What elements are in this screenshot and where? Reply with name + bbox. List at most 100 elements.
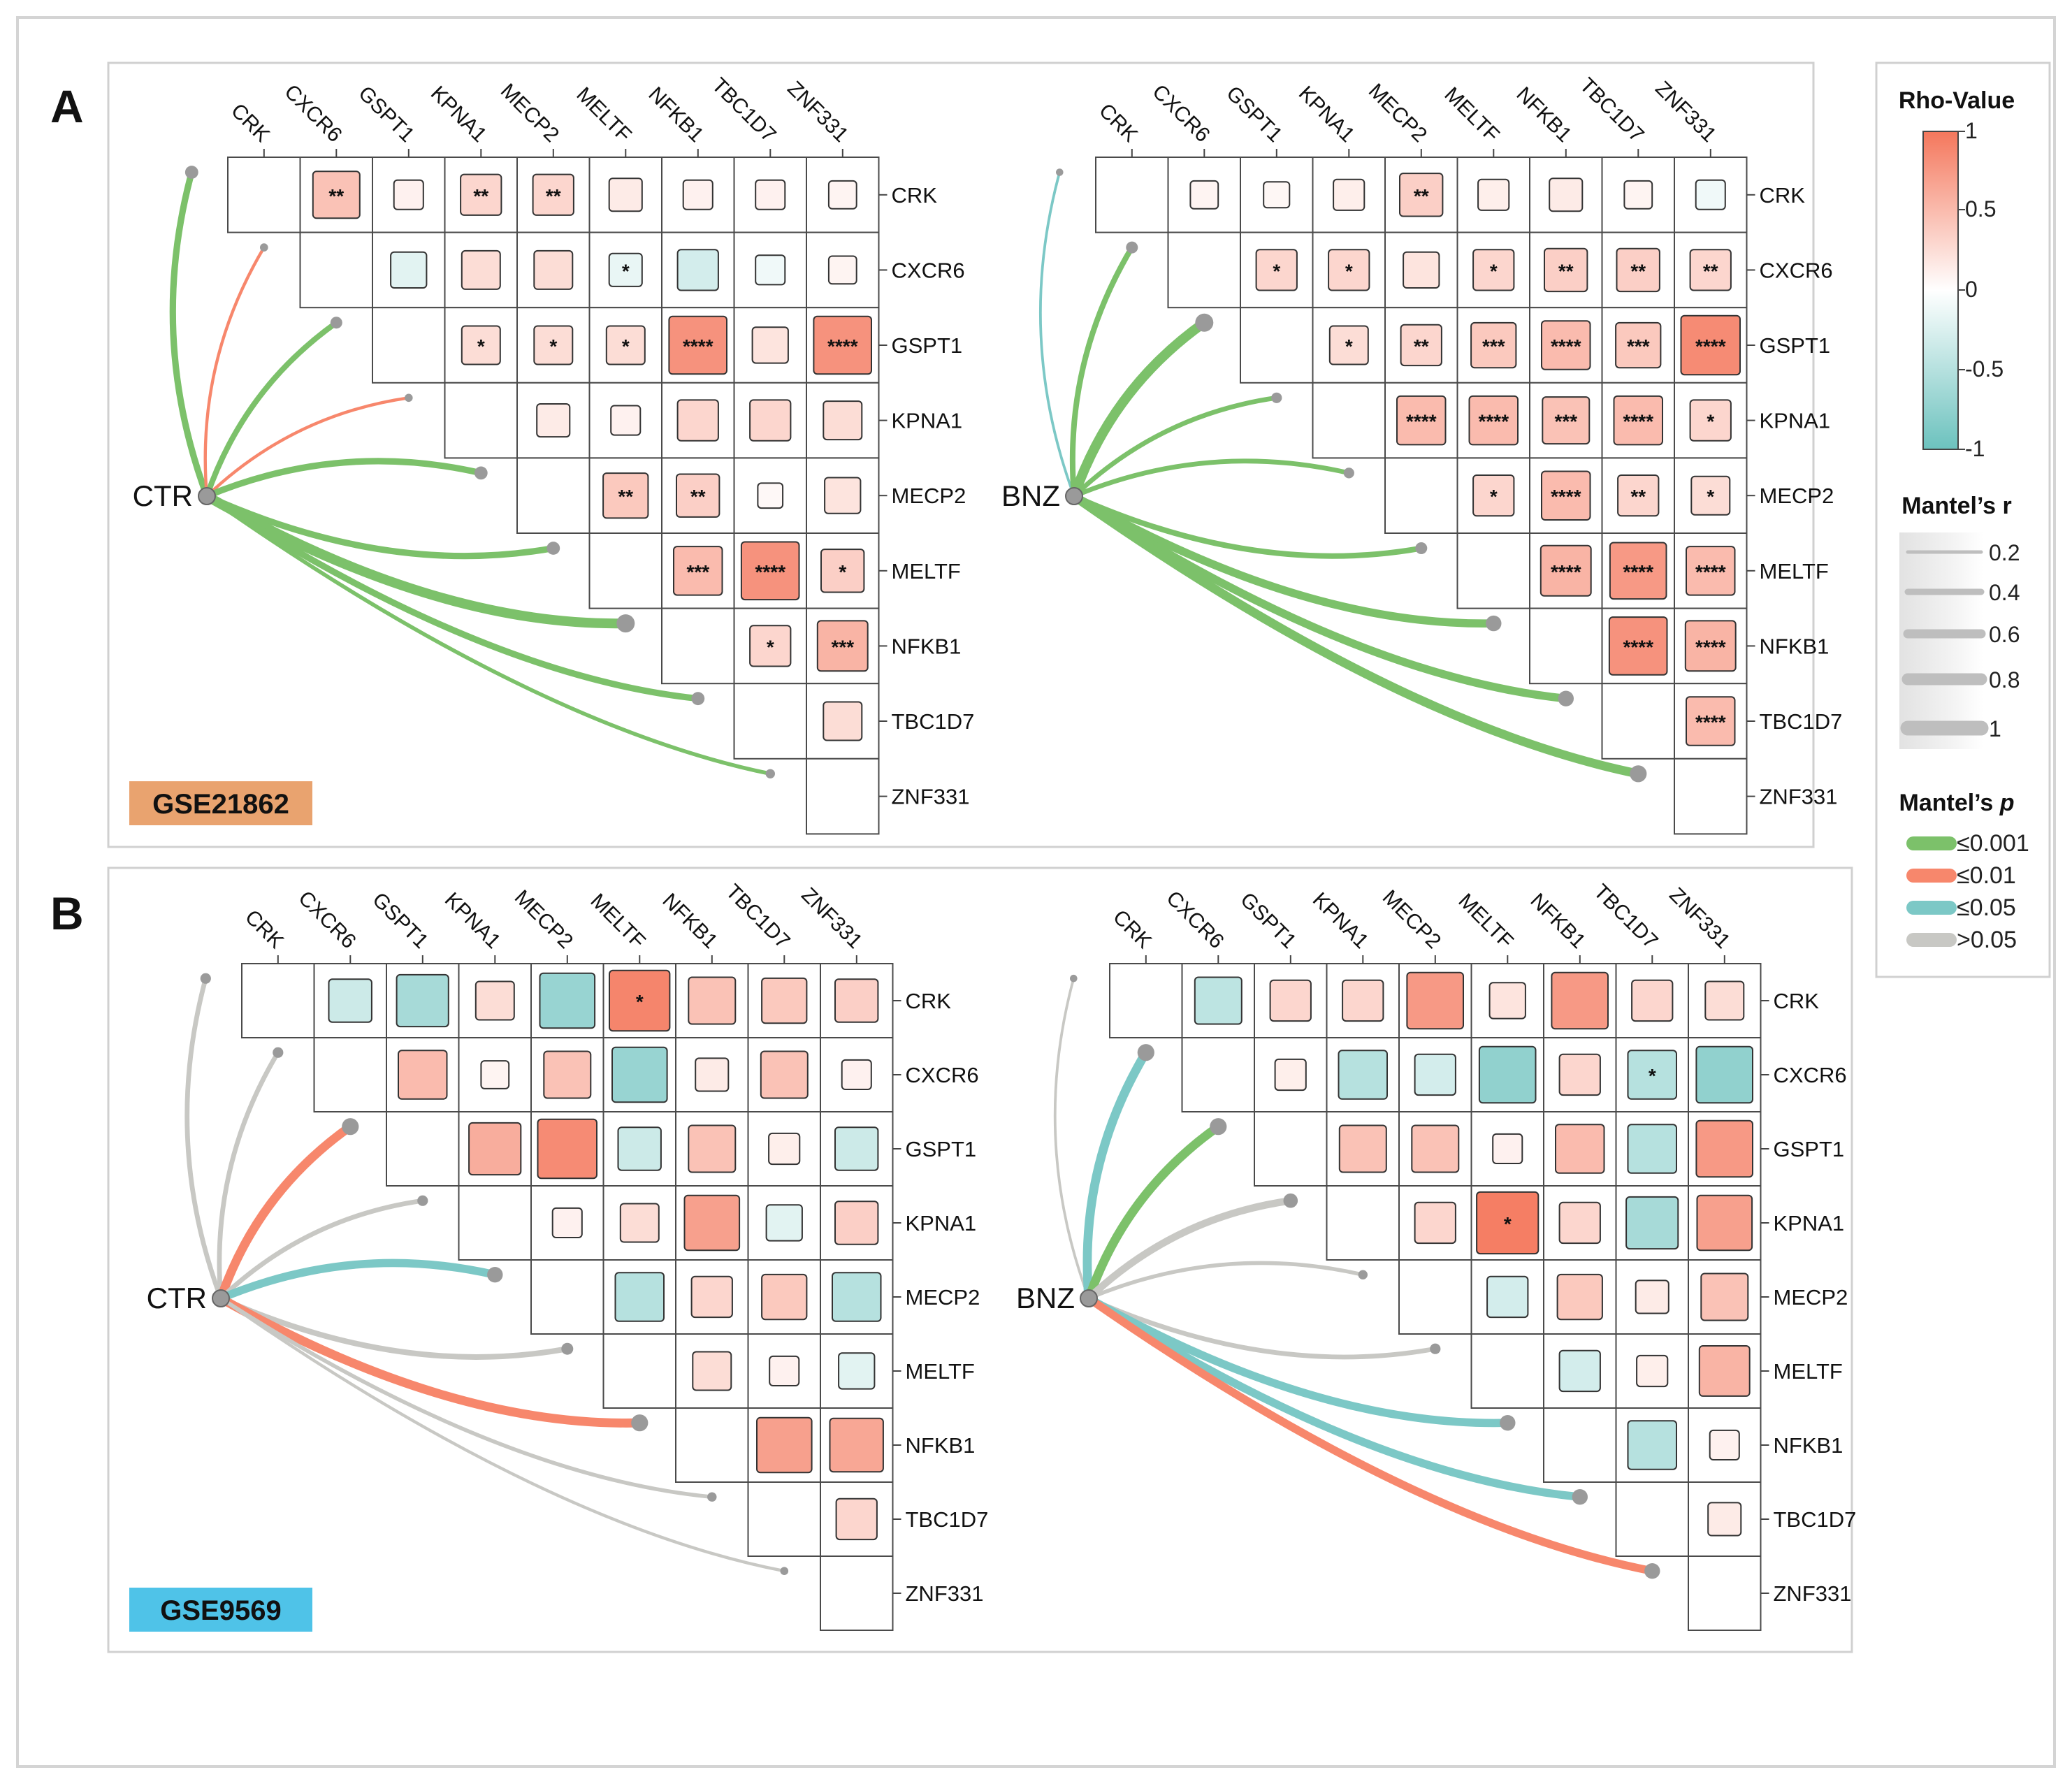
correlation-square — [1709, 1429, 1740, 1461]
row-label-znf331: ZNF331 — [1774, 1581, 1852, 1606]
panel-letter-b: B — [50, 887, 84, 939]
mantel-link-endpoint — [330, 317, 342, 329]
correlation-square — [1707, 1502, 1742, 1537]
mantel-link-endpoint — [405, 393, 413, 403]
significance-stars: **** — [1695, 335, 1726, 357]
correlation-square — [1400, 324, 1442, 367]
significance-stars: * — [1345, 260, 1353, 282]
matrix-cell — [1543, 1407, 1617, 1483]
row-label-znf331: ZNF331 — [906, 1581, 984, 1606]
significance-stars: **** — [827, 335, 858, 357]
mantel-link-crk — [1039, 171, 1075, 498]
matrix-cell — [1456, 532, 1530, 609]
significance-stars: * — [1345, 335, 1353, 357]
row-label-gspt1: GSPT1 — [892, 333, 963, 358]
correlation-square — [760, 1050, 809, 1099]
significance-stars: ** — [1414, 335, 1429, 357]
mantel-link-cxcr6 — [1082, 1047, 1151, 1303]
mantel-link-kpna1 — [1071, 395, 1280, 499]
mantel-r-label: 1 — [1989, 716, 2001, 741]
correlation-square — [1609, 542, 1667, 600]
row-label-tbc1d7: TBC1D7 — [1774, 1507, 1857, 1532]
correlation-square — [396, 973, 449, 1028]
significance-stars: * — [1490, 260, 1498, 282]
correlation-square — [1542, 396, 1591, 445]
mantel-link-endpoint — [1415, 542, 1428, 554]
correlation-square — [834, 1201, 879, 1245]
mantel-link-endpoint — [1210, 1118, 1227, 1136]
correlation-square — [1486, 1275, 1529, 1319]
correlation-square — [537, 1118, 597, 1180]
significance-stars: * — [1649, 1065, 1656, 1087]
correlation-square — [757, 482, 784, 509]
row-label-kpna1: KPNA1 — [1760, 409, 1831, 433]
mantel-p-label: ≤0.001 — [1957, 830, 2029, 857]
significance-stars: **** — [1695, 636, 1726, 658]
rho-legend-title: Rho-Value — [1899, 87, 2015, 114]
correlation-square — [539, 972, 596, 1029]
mantel-link-nfkb1 — [1070, 492, 1498, 628]
correlation-square — [474, 980, 515, 1021]
mantel-link-endpoint — [765, 769, 776, 779]
matrix-cell — [1312, 382, 1386, 459]
dataset-badge-b — [129, 1588, 312, 1632]
correlation-square — [1328, 249, 1370, 291]
matrix-cell — [675, 1333, 749, 1409]
correlation-square — [823, 701, 863, 741]
mantel-link-cxcr6 — [217, 1050, 281, 1301]
correlation-square — [1194, 976, 1243, 1025]
significance-stars: ** — [690, 486, 706, 507]
legend: Rho-Value 1 0.5 0 -0.5 -1 Mantel’s r 0.2… — [1875, 61, 2051, 978]
significance-stars: **** — [1695, 561, 1726, 583]
significance-stars: *** — [1554, 411, 1577, 433]
correlation-square — [1636, 1354, 1669, 1388]
significance-stars: ** — [328, 185, 344, 207]
correlation-square — [1403, 251, 1440, 289]
correlation-square — [1615, 321, 1662, 369]
correlation-square — [1551, 971, 1609, 1030]
correlation-square — [765, 1204, 803, 1242]
significance-stars: *** — [1627, 335, 1650, 357]
correlation-square — [312, 171, 361, 219]
mantel-link-endpoint — [780, 1567, 789, 1575]
correlation-square — [551, 1207, 583, 1239]
row-label-kpna1: KPNA1 — [1774, 1211, 1845, 1235]
correlation-square — [608, 252, 643, 287]
mantel-link-endpoint — [1070, 974, 1078, 982]
row-label-mecp2: MECP2 — [892, 484, 966, 508]
significance-stars: ** — [1630, 260, 1646, 282]
row-label-nfkb1: NFKB1 — [1760, 634, 1830, 658]
mantel-link-tbc1d7 — [219, 1296, 714, 1499]
mantel-link-endpoint — [487, 1267, 503, 1283]
correlation-square — [761, 1273, 808, 1321]
matrix-cell — [530, 1259, 604, 1335]
group-node — [1065, 487, 1083, 505]
matrix-cell — [1470, 1333, 1544, 1409]
mantel-link-endpoint — [631, 1414, 649, 1432]
correlation-square — [688, 1124, 737, 1173]
mantel-link-gspt1 — [1084, 1122, 1223, 1303]
mantel-link-znf331 — [1085, 1294, 1657, 1575]
correlation-square — [827, 255, 857, 285]
correlation-square — [1690, 475, 1731, 516]
row-label-meltf: MELTF — [1760, 559, 1829, 583]
row-label-tbc1d7: TBC1D7 — [906, 1507, 989, 1532]
mantel-link-kpna1 — [218, 1198, 426, 1301]
correlation-square — [617, 1126, 662, 1171]
significance-stars: **** — [1406, 411, 1437, 433]
correlation-square — [1627, 1124, 1677, 1174]
panel-a-border — [107, 61, 1815, 848]
matrix-cell — [372, 307, 446, 384]
row-label-crk: CRK — [906, 989, 952, 1013]
mantel-link-endpoint — [1056, 168, 1064, 176]
row-label-nfkb1: NFKB1 — [1774, 1433, 1843, 1458]
significance-stars: * — [839, 561, 846, 583]
group-label: CTR — [147, 1282, 207, 1314]
significance-stars: **** — [1623, 636, 1654, 658]
matrix-cell — [1181, 1037, 1255, 1112]
correlation-square — [1541, 320, 1591, 370]
correlation-square — [1539, 544, 1592, 597]
correlation-square — [695, 1057, 730, 1092]
subplot-b-bnz: BNZ**CRK CXCR6 GSPT1 KPNA1 MECP2 MELTF NFKB1TB… — [1016, 880, 1857, 1631]
mantel-link-gspt1 — [204, 319, 340, 499]
